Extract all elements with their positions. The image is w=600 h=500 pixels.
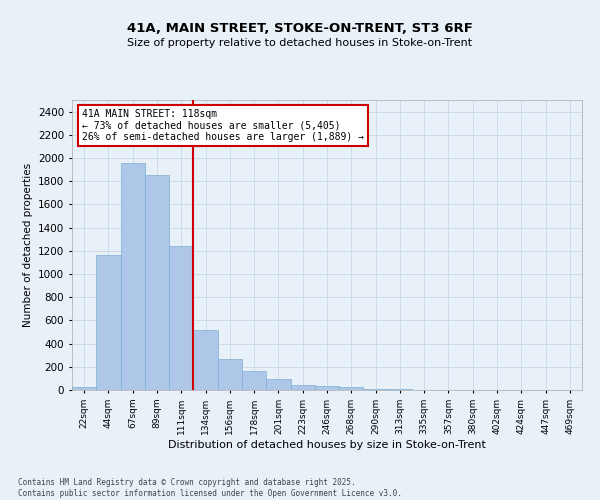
Bar	[315, 386, 339, 390]
Text: 41A, MAIN STREET, STOKE-ON-TRENT, ST3 6RF: 41A, MAIN STREET, STOKE-ON-TRENT, ST3 6R…	[127, 22, 473, 36]
Bar	[193, 330, 218, 390]
Bar	[96, 255, 121, 390]
Bar	[242, 372, 266, 390]
Bar	[169, 246, 193, 390]
Bar	[218, 358, 242, 390]
Bar	[290, 385, 315, 390]
Text: 41A MAIN STREET: 118sqm
← 73% of detached houses are smaller (5,405)
26% of semi: 41A MAIN STREET: 118sqm ← 73% of detache…	[82, 108, 364, 142]
Y-axis label: Number of detached properties: Number of detached properties	[23, 163, 32, 327]
Bar	[364, 389, 388, 390]
Text: Size of property relative to detached houses in Stoke-on-Trent: Size of property relative to detached ho…	[127, 38, 473, 48]
Bar	[266, 379, 290, 390]
Bar	[145, 176, 169, 390]
Text: Contains HM Land Registry data © Crown copyright and database right 2025.
Contai: Contains HM Land Registry data © Crown c…	[18, 478, 402, 498]
Bar	[121, 162, 145, 390]
Bar	[72, 386, 96, 390]
Bar	[339, 386, 364, 390]
X-axis label: Distribution of detached houses by size in Stoke-on-Trent: Distribution of detached houses by size …	[168, 440, 486, 450]
